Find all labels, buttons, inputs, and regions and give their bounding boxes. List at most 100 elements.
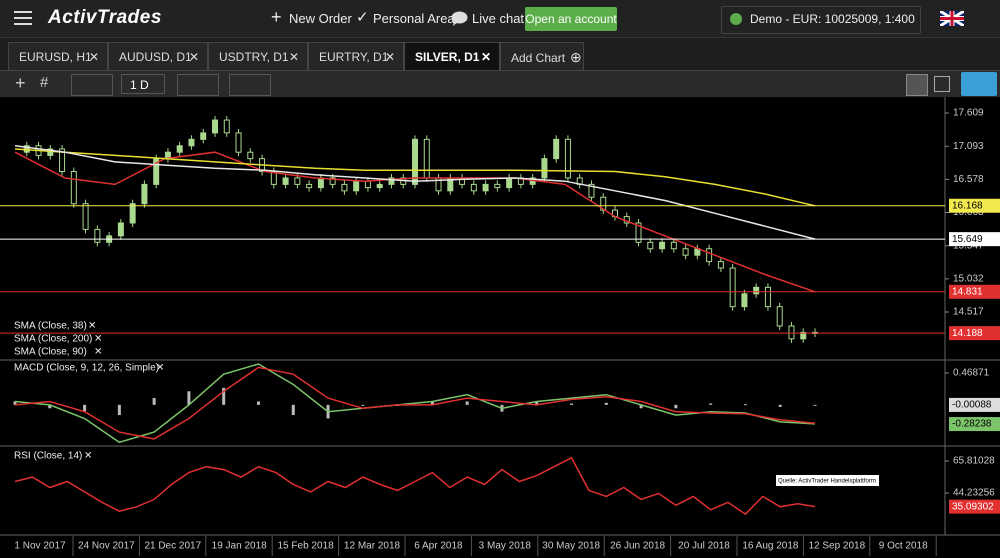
candle (647, 241, 654, 250)
y-tick-label: 16.578 (953, 174, 984, 185)
open-account-button[interactable]: Open an account (525, 7, 617, 31)
candle (788, 325, 795, 340)
sma-line (14, 151, 816, 293)
x-tick-label: 12 Sep 2018 (808, 541, 865, 552)
candle (329, 177, 336, 185)
x-tick-label: 26 Jun 2018 (610, 541, 665, 552)
candle (706, 248, 713, 263)
candle (353, 180, 360, 192)
histogram-bar (117, 404, 121, 416)
histogram-bar (187, 391, 191, 405)
candle (729, 267, 736, 308)
flag-icon[interactable] (940, 11, 964, 26)
layout-grid[interactable] (934, 76, 950, 92)
live-chat[interactable]: Live chat (472, 11, 525, 26)
account-box[interactable] (721, 6, 921, 34)
menu-icon[interactable] (14, 11, 32, 25)
histogram-bar (465, 401, 469, 405)
x-tick-label: 1 Nov 2017 (14, 541, 66, 552)
tab-close[interactable]: ✕ (288, 50, 299, 64)
histogram-bar (222, 387, 226, 405)
chart-type-select[interactable] (71, 74, 113, 96)
candle (235, 132, 242, 153)
x-tick-label: 12 Mar 2018 (344, 541, 401, 552)
price-label-bg (949, 397, 1000, 412)
sma-line (14, 148, 816, 207)
layout-single[interactable] (906, 74, 928, 96)
candle (635, 222, 642, 243)
grid-icon[interactable]: # (40, 74, 49, 91)
drawing-select[interactable] (229, 74, 271, 96)
plus-icon: + (271, 7, 282, 27)
y-tick-label: 17.609 (953, 108, 984, 119)
histogram-bar (430, 401, 434, 405)
tab[interactable]: EURUSD, H1 ✕ (8, 42, 108, 71)
tab-close[interactable]: ✕ (188, 50, 199, 64)
x-tick-label: 16 Aug 2018 (742, 541, 799, 552)
candle (306, 183, 313, 189)
legend-close[interactable]: ✕ (94, 334, 102, 345)
candle (600, 196, 607, 211)
chat-icon (451, 11, 468, 26)
tab[interactable]: SILVER, D1 ✕ (404, 42, 500, 71)
price-label-bg (949, 417, 1000, 432)
histogram-bar (639, 404, 643, 409)
histogram-bar (291, 404, 295, 416)
histogram-bar (709, 403, 713, 405)
price-label: 35.09302 (952, 501, 994, 512)
logo[interactable]: ActivTrades (48, 7, 162, 28)
add-chart[interactable]: Add Chart ⊕ (500, 42, 584, 71)
personal-area[interactable]: Personal Area (373, 11, 455, 26)
tab-close[interactable]: ✕ (480, 50, 491, 64)
y-tick-label: 44.23256 (953, 488, 995, 499)
tab-close[interactable]: ✕ (384, 50, 395, 64)
panel-close[interactable]: ✕ (84, 451, 92, 462)
tab-label: EURUSD, H1 (19, 50, 92, 64)
y-tick-label: 17.093 (953, 141, 984, 152)
candle (564, 138, 571, 179)
tab[interactable]: EURTRY, D1 ✕ (308, 42, 404, 71)
x-tick-label: 24 Nov 2017 (78, 541, 135, 552)
candle (59, 148, 66, 173)
histogram-bar (361, 404, 365, 406)
cloud-button[interactable] (961, 72, 997, 96)
tab-close[interactable]: ✕ (88, 50, 99, 64)
candle (494, 183, 501, 189)
histogram-bar (743, 404, 747, 406)
candle (717, 261, 724, 269)
price-label: 14.188 (952, 328, 983, 339)
x-tick-label: 9 Oct 2018 (879, 541, 928, 552)
histogram-bar (48, 404, 52, 409)
tab-label: USDTRY, D1 (219, 50, 289, 64)
panel-title: RSI (Close, 14) (14, 451, 82, 462)
new-order[interactable]: New Order (289, 11, 352, 26)
candle (47, 148, 54, 156)
price-label-bg (949, 232, 1000, 247)
histogram-bar (604, 402, 608, 405)
x-tick-label: 15 Feb 2018 (278, 541, 335, 552)
candle (247, 151, 254, 160)
interval-select[interactable]: 1 D (121, 74, 165, 94)
histogram-bar (813, 404, 817, 406)
panel-close[interactable]: ✕ (156, 363, 164, 374)
candle (541, 158, 548, 179)
annotation-bg (776, 475, 879, 486)
legend-close[interactable]: ✕ (88, 321, 96, 332)
price-label: 15.649 (952, 234, 983, 245)
rsi-line (14, 456, 816, 516)
tab[interactable]: USDTRY, D1 ✕ (208, 42, 308, 71)
x-tick-label: 6 Apr 2018 (414, 541, 463, 552)
candle (94, 228, 101, 243)
tab[interactable]: AUDUSD, D1 ✕ (108, 42, 208, 71)
candle (70, 171, 77, 205)
candle (588, 183, 595, 198)
candle (176, 145, 183, 153)
check-icon: ✓ (356, 9, 369, 26)
legend-close[interactable]: ✕ (94, 347, 102, 358)
indicator-select[interactable] (177, 74, 219, 96)
crosshair-icon[interactable]: + (15, 73, 26, 93)
signal-line (14, 366, 816, 440)
candle (141, 183, 148, 205)
candle (659, 241, 666, 250)
candle (223, 119, 230, 134)
